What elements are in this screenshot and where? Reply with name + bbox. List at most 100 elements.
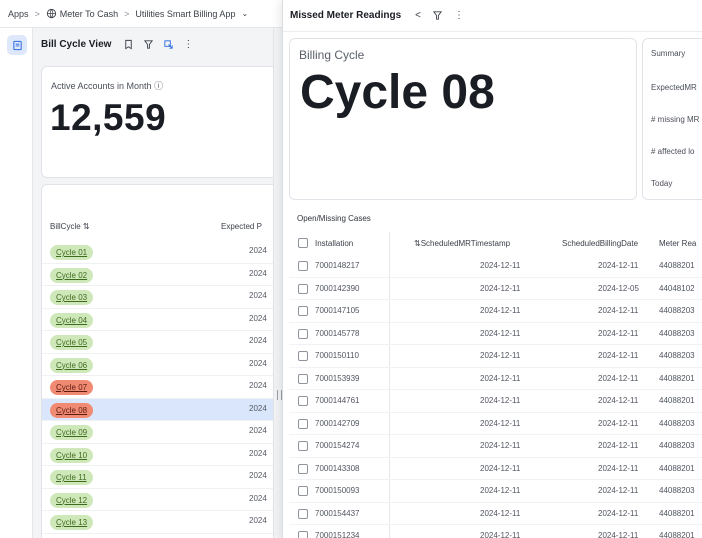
table-row[interactable]: Cycle 04 2024	[42, 309, 273, 331]
cycle-link[interactable]: Cycle 10	[50, 447, 94, 463]
table-row[interactable]: 7000148217 2024-12-11 2024-12-11 44088201	[289, 255, 702, 278]
rail-view-button[interactable]	[7, 35, 27, 55]
expected-date-cell: 2024	[249, 336, 267, 345]
pane-title: Bill Cycle View	[41, 38, 112, 50]
filter-icon[interactable]	[432, 10, 443, 21]
cycle-link[interactable]: Cycle 13	[50, 515, 94, 530]
table-row[interactable]: 7000150110 2024-12-11 2024-12-11 44088203	[289, 345, 702, 368]
expected-date-cell: 2024	[249, 358, 267, 368]
breadcrumb-item-apps[interactable]: Apps	[8, 9, 29, 19]
row-checkbox[interactable]	[298, 486, 308, 496]
table-row[interactable]: 7000154437 2024-12-11 2024-12-11 44088201	[289, 503, 702, 525]
row-checkbox[interactable]	[298, 351, 308, 361]
info-icon[interactable]: ⓘ	[154, 81, 164, 91]
table-row[interactable]: 7000145778 2024-12-11 2024-12-11 44088203	[289, 323, 702, 345]
row-checkbox[interactable]	[298, 531, 308, 538]
column-header-billing-date[interactable]: ScheduledBillingDate	[562, 239, 639, 248]
meter-reading-cell: 44088201	[659, 261, 695, 270]
billing-date-cell: 2024-12-11	[598, 306, 639, 315]
table-row[interactable]: Cycle 09 2024	[42, 421, 273, 444]
row-checkbox[interactable]	[298, 261, 308, 271]
table-row[interactable]: Cycle 02 2024	[42, 264, 273, 286]
expected-date-cell: 2024	[249, 471, 267, 480]
table-row[interactable]: 7000144761 2024-12-11 2024-12-11 44088201	[289, 390, 702, 413]
billing-date-cell: 2024-12-11	[598, 531, 639, 538]
cycle-link[interactable]: Cycle 05	[50, 335, 94, 350]
more-icon[interactable]: ⋮	[183, 38, 194, 50]
table-row[interactable]: 7000150093 2024-12-11 2024-12-11 44088203	[289, 480, 702, 503]
share-icon[interactable]	[163, 39, 174, 50]
table-row[interactable]: Cycle 06 2024	[42, 354, 273, 376]
table-row[interactable]: Cycle 11 2024	[42, 466, 273, 489]
column-header-billcycle[interactable]: BillCycle ⇅	[50, 222, 90, 231]
column-label: ScheduledMRTimestamp	[420, 239, 511, 248]
billing-cycle-value: Cycle 08	[300, 66, 495, 119]
table-row[interactable]: Cycle 05 2024	[42, 331, 273, 354]
expected-date-cell: 2024	[249, 291, 267, 300]
table-row[interactable]: 7000147105 2024-12-11 2024-12-11 44088203	[289, 300, 702, 323]
row-checkbox[interactable]	[298, 306, 308, 316]
bookmark-icon[interactable]	[123, 39, 134, 50]
cycle-link[interactable]: Cycle 01	[50, 245, 94, 260]
row-checkbox[interactable]	[298, 396, 308, 406]
table-row[interactable]: Cycle 13 2024	[42, 511, 273, 534]
cycle-link[interactable]: Cycle 07	[50, 380, 94, 395]
billing-date-cell: 2024-12-11	[598, 396, 639, 405]
table-row[interactable]: 7000143308 2024-12-11 2024-12-11 44088201	[289, 458, 702, 480]
table-row[interactable]: 7000142390 2024-12-11 2024-12-05 44048102	[289, 278, 702, 300]
cycle-link[interactable]: Cycle 03	[50, 290, 94, 305]
table-row[interactable]: 7000151234 2024-12-11 2024-12-11 44088201	[289, 525, 702, 538]
cycle-link[interactable]: Cycle 12	[50, 492, 94, 508]
table-row[interactable]: Cycle 142024	[42, 534, 273, 538]
cycle-link[interactable]: Cycle 02	[50, 267, 94, 283]
sort-icon[interactable]: ⇅	[414, 239, 421, 248]
breadcrumb-item-app[interactable]: Utilities Smart Billing App ⌄	[135, 9, 248, 19]
row-checkbox[interactable]	[298, 283, 308, 294]
table-row[interactable]: Cycle 12 2024	[42, 489, 273, 511]
filter-icon[interactable]	[143, 39, 154, 50]
active-accounts-card: Active Accounts in Month ⓘ 12,559	[41, 66, 273, 178]
row-checkbox[interactable]	[298, 418, 308, 429]
table-row[interactable]: 7000154274 2024-12-11 2024-12-11 44088203	[289, 435, 702, 458]
cycle-link[interactable]: Cycle 08	[50, 402, 94, 418]
billing-date-cell: 2024-12-11	[598, 508, 639, 518]
breadcrumb-item-meter-to-cash[interactable]: Meter To Cash	[46, 8, 118, 19]
row-checkbox[interactable]	[298, 373, 308, 384]
column-header-installation[interactable]: Installation	[315, 239, 354, 248]
column-header-mr-timestamp[interactable]: ⇅ScheduledMRTimestamp	[414, 239, 510, 248]
cases-title: Open/Missing Cases	[297, 214, 371, 223]
table-row[interactable]: 7000142709 2024-12-11 2024-12-11 44088203	[289, 413, 702, 435]
column-header-meter-reading[interactable]: Meter Rea	[659, 239, 697, 248]
table-row[interactable]: Cycle 10 2024	[42, 444, 273, 466]
summary-item: Today	[651, 179, 673, 188]
drag-handle-icon[interactable]	[277, 390, 282, 400]
sort-icon[interactable]: ⇅	[82, 222, 90, 231]
cycle-link[interactable]: Cycle 04	[50, 312, 94, 328]
table-row[interactable]: Cycle 03 2024	[42, 286, 273, 309]
mr-timestamp-cell: 2024-12-11	[480, 396, 521, 405]
cycle-link[interactable]: Cycle 09	[50, 425, 94, 440]
billing-cycle-label: Billing Cycle	[299, 48, 365, 62]
table-row[interactable]: Cycle 08 2024	[42, 398, 273, 421]
row-checkbox[interactable]	[298, 508, 308, 519]
meter-reading-cell: 44048102	[659, 283, 695, 293]
table-row[interactable]: 7000153939 2024-12-11 2024-12-11 44088201	[289, 368, 702, 390]
row-checkbox[interactable]	[298, 441, 308, 451]
column-label: BillCycle	[50, 222, 81, 231]
billing-date-cell: 2024-12-11	[598, 328, 639, 338]
column-header-expected[interactable]: Expected P	[221, 222, 262, 231]
summary-item: # missing MR	[651, 115, 700, 124]
share-icon[interactable]: <	[415, 10, 421, 21]
summary-title: Summary	[651, 49, 686, 58]
column-divider	[389, 232, 390, 538]
cycle-link[interactable]: Cycle 11	[50, 470, 93, 485]
row-checkbox[interactable]	[298, 463, 308, 474]
more-icon[interactable]: ⋮	[454, 10, 464, 21]
meter-reading-cell: 44088203	[659, 486, 695, 495]
row-checkbox[interactable]	[298, 328, 308, 339]
kpi-value: 12,559	[50, 97, 167, 138]
select-all-checkbox[interactable]	[298, 238, 308, 248]
table-row[interactable]: Cycle 01 2024	[42, 241, 273, 264]
cycle-link[interactable]: Cycle 06	[50, 357, 94, 373]
table-row[interactable]: Cycle 07 2024	[42, 376, 273, 399]
